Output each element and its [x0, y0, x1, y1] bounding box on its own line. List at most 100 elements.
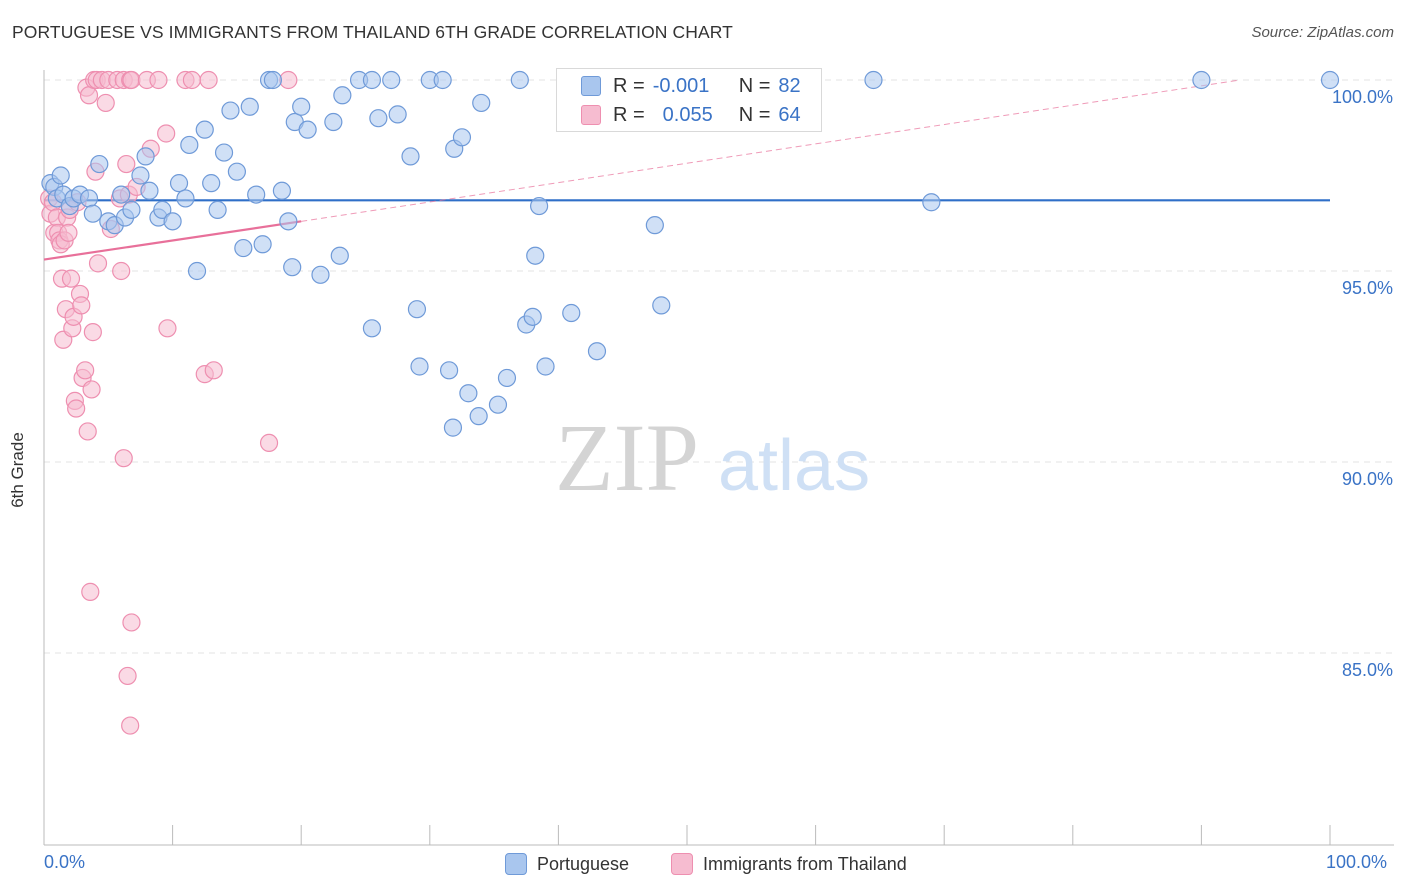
- portuguese-point: [221, 101, 240, 120]
- thailand-swatch: [581, 105, 601, 125]
- legend: Portuguese Immigrants from Thailand: [0, 850, 1406, 880]
- portuguese-point: [333, 86, 352, 105]
- portuguese-point: [652, 296, 671, 315]
- portuguese-point: [645, 216, 664, 235]
- portuguese-point: [247, 185, 266, 204]
- portuguese-point: [530, 196, 549, 216]
- thailand-point: [81, 582, 100, 601]
- portuguese-point: [526, 246, 545, 265]
- portuguese-point: [51, 166, 70, 185]
- portuguese-point: [90, 154, 109, 174]
- portuguese-point: [562, 303, 581, 323]
- portuguese-point: [214, 143, 234, 162]
- thailand-point: [259, 433, 279, 452]
- portuguese-point: [362, 319, 382, 338]
- portuguese-point: [253, 235, 272, 254]
- portuguese-point: [153, 200, 172, 219]
- r-label: R =: [613, 103, 645, 126]
- thailand-trend-line: [43, 220, 302, 261]
- portuguese-point: [410, 357, 429, 376]
- portuguese-point: [263, 70, 283, 90]
- legend-swatch-thailand: [671, 853, 693, 875]
- portuguese-point: [136, 147, 155, 166]
- portuguese-point: [510, 70, 529, 90]
- portuguese-point: [79, 189, 99, 208]
- thailand-point: [78, 422, 97, 441]
- thailand-point: [122, 70, 141, 90]
- n-value: 64: [778, 103, 801, 126]
- thailand-trend-extension: [301, 79, 1241, 222]
- thailand-point: [88, 254, 108, 273]
- portuguese-swatch: [581, 76, 601, 96]
- thailand-point: [149, 70, 168, 90]
- y-tick-label: 100.0%: [1332, 87, 1393, 107]
- portuguese-point: [439, 361, 459, 380]
- legend-swatch-portuguese: [505, 853, 527, 875]
- portuguese-point: [523, 307, 542, 326]
- portuguese-point: [122, 200, 141, 219]
- r-value: -0.001: [652, 74, 710, 97]
- portuguese-point: [234, 238, 253, 258]
- n-label: N =: [738, 74, 771, 97]
- thailand-point: [199, 70, 218, 90]
- portuguese-point: [208, 200, 227, 219]
- thailand-point: [158, 319, 177, 338]
- portuguese-point: [202, 174, 221, 193]
- thailand-point: [82, 380, 101, 399]
- y-tick-label: 85.0%: [1342, 660, 1393, 680]
- portuguese-point: [240, 97, 259, 116]
- thailand-point: [61, 269, 81, 288]
- portuguese-point: [443, 418, 463, 437]
- thailand-point: [67, 399, 86, 418]
- portuguese-point: [459, 384, 478, 403]
- portuguese-point: [311, 265, 330, 284]
- thailand-point: [59, 223, 78, 242]
- source-label: Source: ZipAtlas.com: [1251, 24, 1394, 41]
- n-value: 82: [778, 74, 801, 97]
- legend-label: Immigrants from Thailand: [703, 853, 907, 874]
- thailand-point: [157, 124, 176, 143]
- thailand-point: [114, 449, 133, 468]
- legend-item-portuguese[interactable]: Portuguese: [505, 850, 629, 878]
- portuguese-point: [292, 97, 311, 116]
- thailand-point: [118, 666, 137, 686]
- thailand-point: [83, 323, 102, 342]
- portuguese-point: [131, 166, 150, 185]
- portuguese-point: [497, 368, 517, 388]
- portuguese-point: [362, 70, 382, 90]
- x-tick-label-min: 0.0%: [44, 852, 86, 872]
- portuguese-point: [330, 246, 349, 265]
- watermark: ZIP atlas: [555, 404, 870, 511]
- stats-box: R = -0.001 N = 82 R = 0.055 N = 64: [556, 68, 822, 132]
- r-label: R =: [613, 74, 645, 97]
- portuguese-point: [279, 212, 298, 231]
- portuguese-point: [488, 395, 508, 414]
- thailand-point: [122, 613, 141, 632]
- portuguese-point: [469, 407, 488, 426]
- thailand-point: [112, 261, 131, 281]
- legend-label: Portuguese: [537, 853, 630, 874]
- portuguese-point: [433, 70, 452, 90]
- portuguese-point: [536, 357, 555, 376]
- legend-item-thailand[interactable]: Immigrants from Thailand: [671, 850, 907, 878]
- portuguese-point: [407, 300, 427, 319]
- portuguese-point: [388, 105, 407, 124]
- portuguese-point: [283, 258, 302, 277]
- thailand-point: [121, 716, 140, 735]
- portuguese-point: [864, 70, 883, 90]
- portuguese-point: [112, 185, 131, 204]
- n-label: N =: [738, 103, 771, 126]
- portuguese-point: [163, 212, 182, 231]
- portuguese-point: [298, 120, 317, 139]
- thailand-point: [79, 86, 99, 105]
- portuguese-point: [369, 109, 388, 128]
- portuguese-point: [472, 93, 491, 113]
- y-tick-label: 95.0%: [1342, 278, 1393, 298]
- thailand-point: [76, 361, 95, 380]
- thailand-point: [72, 296, 91, 315]
- portuguese-point: [169, 174, 189, 193]
- portuguese-point: [382, 70, 401, 90]
- portuguese-point: [227, 162, 246, 181]
- thailand-point: [279, 70, 298, 90]
- r-value: 0.055: [662, 103, 713, 126]
